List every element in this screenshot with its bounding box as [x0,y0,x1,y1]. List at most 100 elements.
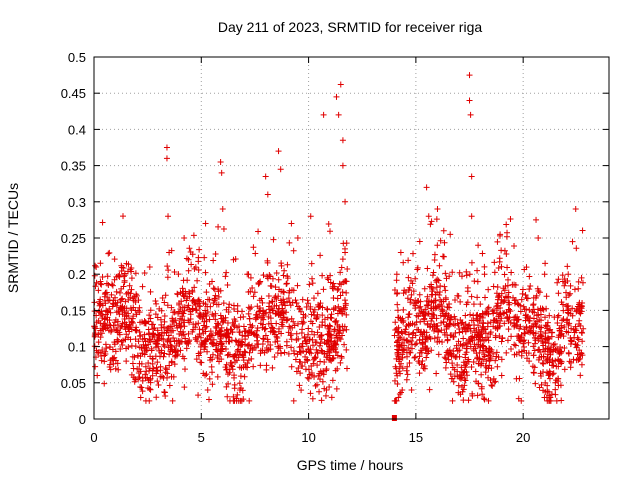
data-point [340,240,347,247]
data-point [276,286,283,293]
data-point [275,293,282,300]
data-point [530,294,537,301]
data-point [146,263,153,270]
data-point [288,220,295,227]
data-point [334,352,341,359]
data-point [433,279,440,286]
data-point [575,285,582,292]
data-point [117,346,124,353]
data-point [245,332,252,339]
data-point [176,331,183,338]
data-point [557,344,564,351]
data-point [197,303,204,310]
data-point [552,386,559,393]
data-point [148,345,155,352]
data-point [286,289,293,296]
data-point [578,361,585,368]
data-point [428,218,435,225]
data-point [479,323,486,330]
data-point [421,316,428,323]
data-point [219,345,226,352]
data-point [431,335,438,342]
data-point [481,396,488,403]
data-point [259,347,266,354]
data-point [555,290,562,297]
data-point [128,275,135,282]
data-point [507,215,514,222]
data-point [247,321,254,328]
data-point [280,310,287,317]
data-point [392,377,399,384]
data-point [309,320,316,327]
data-point [217,158,224,165]
data-point [128,318,135,325]
data-point [305,375,312,382]
data-point [111,319,118,326]
data-point [561,344,568,351]
data-point [142,320,149,327]
data-point [396,355,403,362]
data-point [396,390,403,397]
data-point [237,373,244,380]
data-point [209,332,216,339]
data-point [553,363,560,370]
data-point [117,298,124,305]
data-point [457,316,464,323]
data-point [474,267,481,274]
data-point [186,337,193,344]
data-point [399,365,406,372]
data-point [334,295,341,302]
data-point [92,262,99,269]
data-point [210,285,217,292]
data-point [556,327,563,334]
data-point [316,303,323,310]
data-point [446,273,453,280]
data-point [541,271,548,278]
data-point [181,323,188,330]
data-point [459,342,466,349]
data-point [130,313,137,320]
data-point [132,336,139,343]
data-point [231,306,238,313]
data-point [343,278,350,285]
data-point [405,287,412,294]
data-point [283,280,290,287]
data-point [501,297,508,304]
data-point [161,299,168,306]
data-point [155,382,162,389]
data-point [181,366,188,373]
data-point [554,320,561,326]
data-point [408,291,415,298]
data-point [162,365,169,372]
data-point [154,327,161,334]
data-point [180,277,187,284]
data-point [267,315,274,322]
data-point [519,290,526,297]
data-point [520,303,527,310]
data-point [440,253,447,260]
data-point [281,349,288,356]
data-point [202,269,209,276]
data-point [217,338,224,345]
data-point [214,373,221,380]
data-point [319,304,326,311]
data-point [314,349,321,356]
data-point [473,378,480,385]
data-point [490,310,497,317]
data-point [111,339,118,346]
data-point [132,343,139,350]
data-point [548,391,555,398]
data-point [434,276,441,283]
data-point [313,315,320,322]
data-point [496,311,503,318]
data-point [223,326,230,333]
data-point [219,315,226,322]
data-point [535,347,542,354]
data-point [465,397,472,404]
data-point [523,294,530,301]
data-point [543,323,550,330]
data-point [337,359,344,366]
data-point [318,347,325,354]
data-point [270,236,277,243]
data-point [265,293,272,300]
